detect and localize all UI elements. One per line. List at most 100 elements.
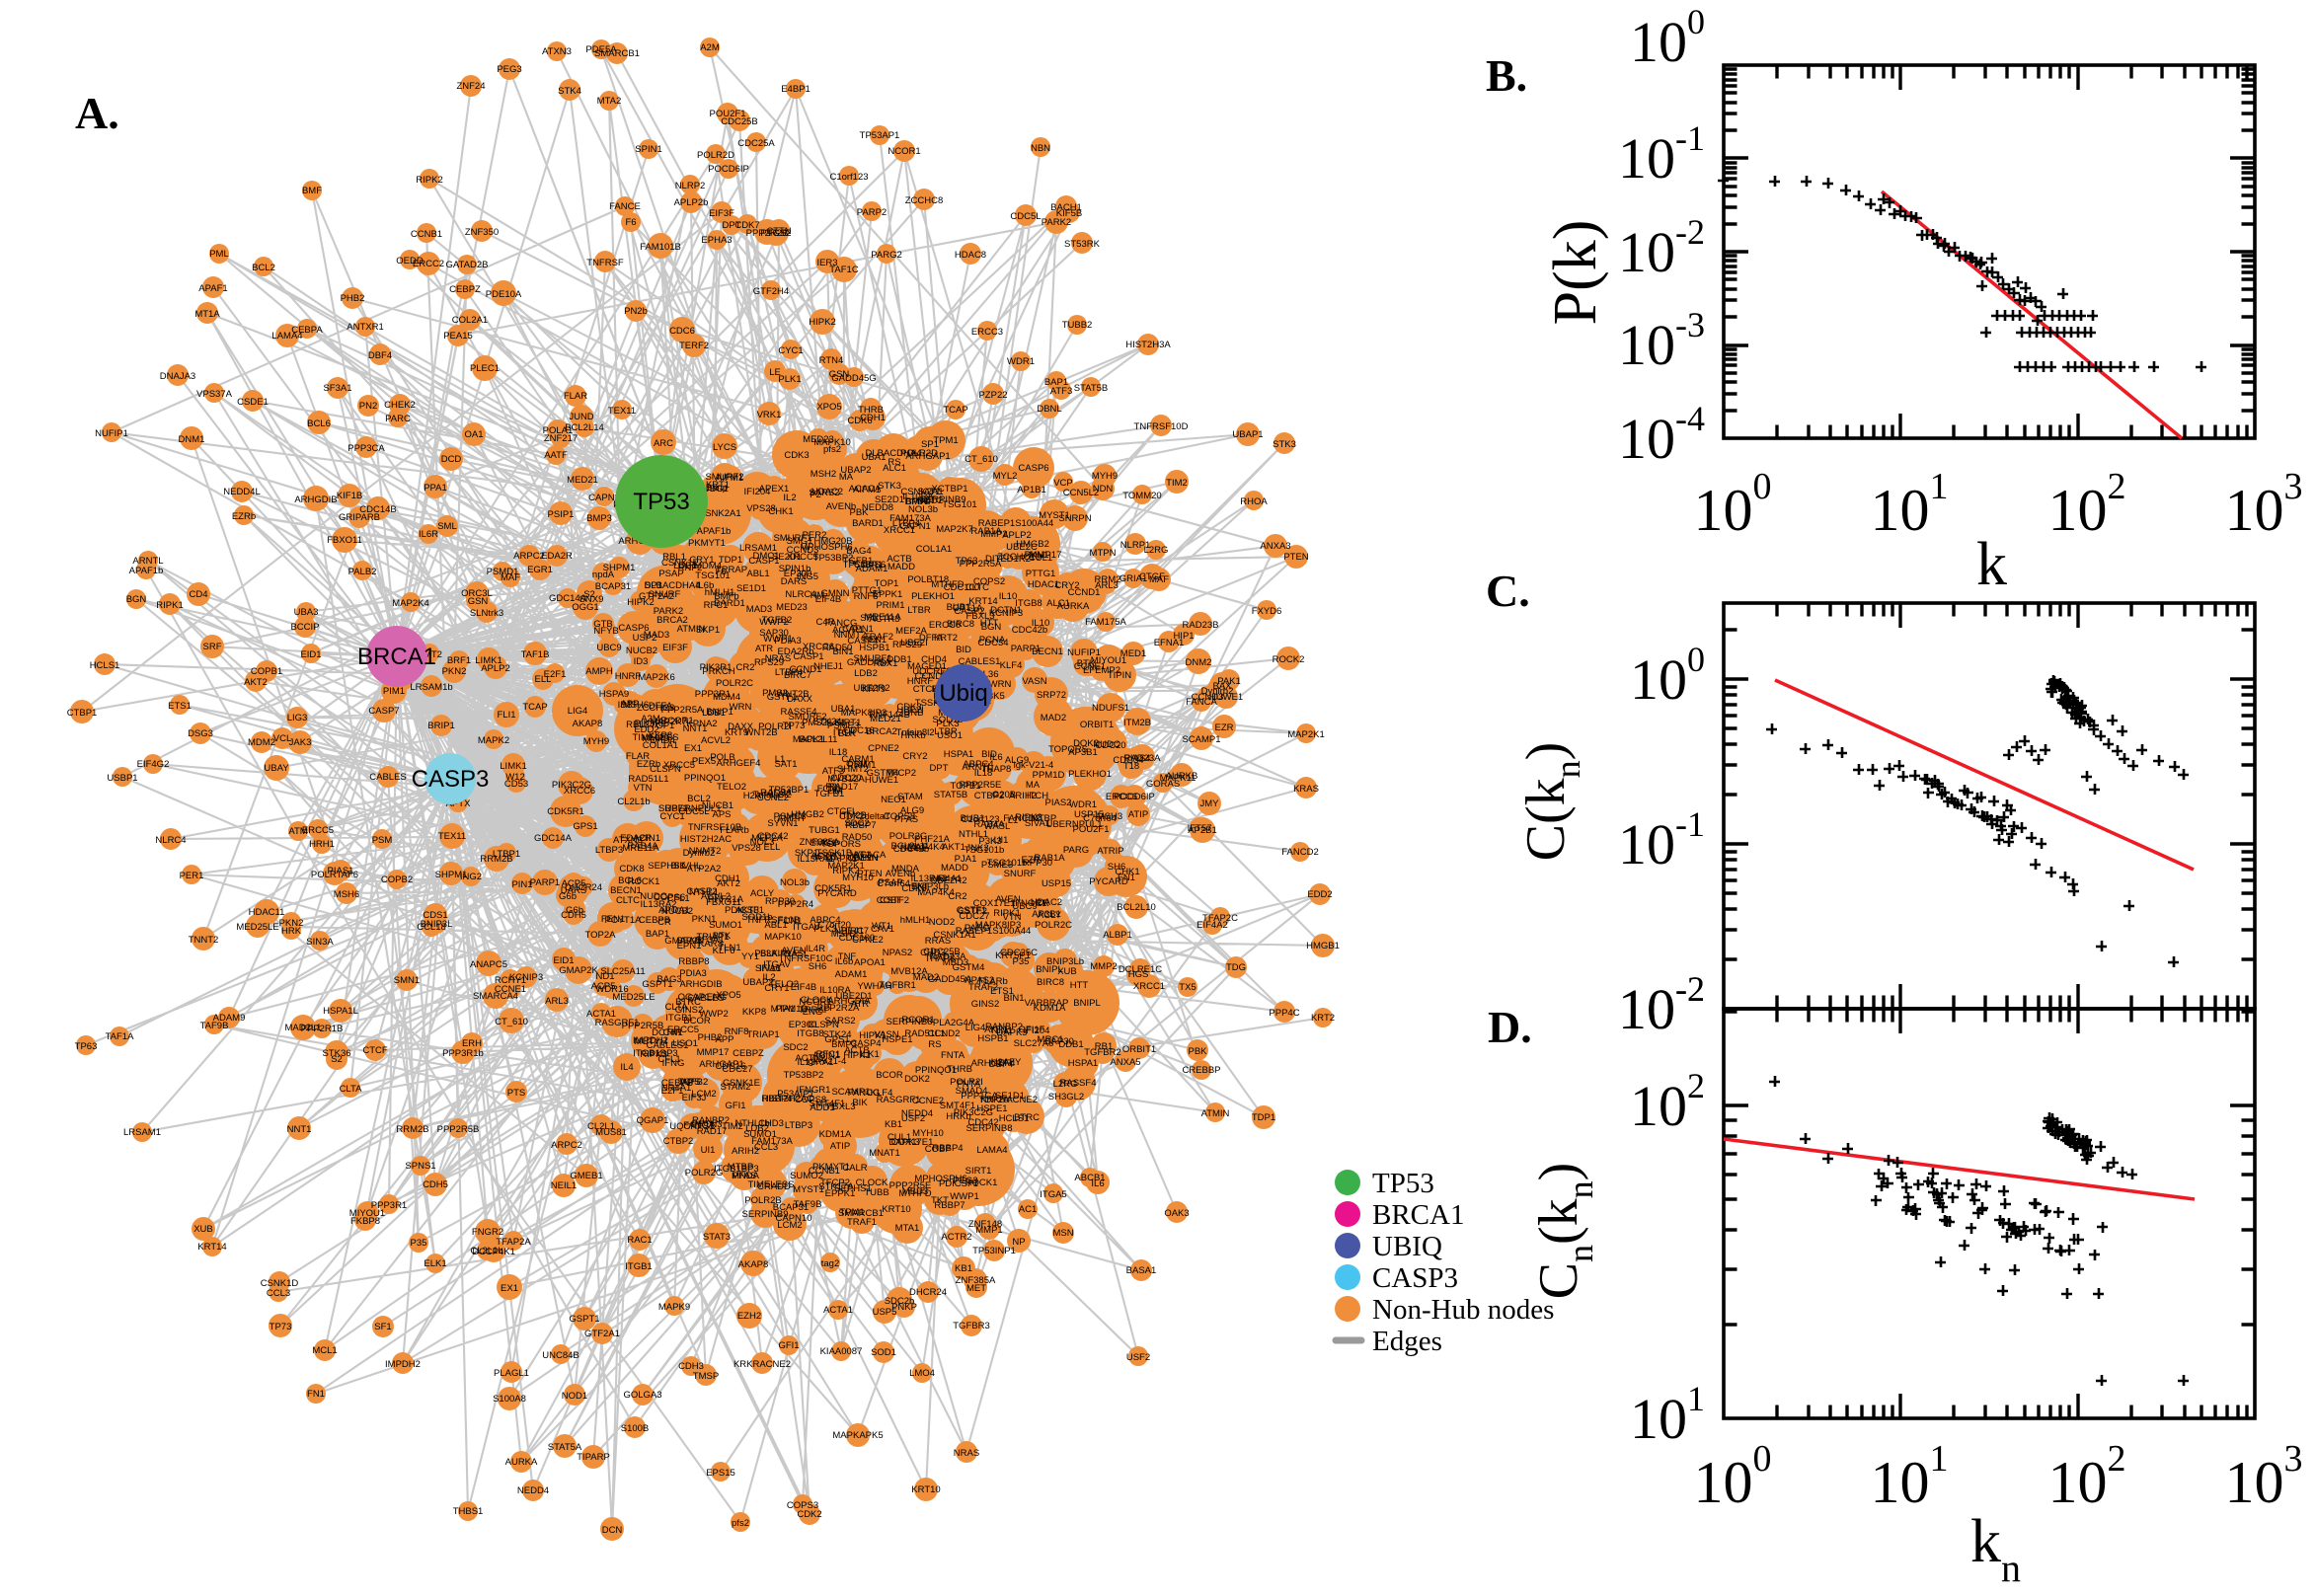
svg-text:MTBP: MTBP [728, 1162, 753, 1173]
svg-text:CDK5R1: CDK5R1 [547, 806, 584, 817]
svg-text:Ubiq: Ubiq [939, 680, 987, 707]
svg-text:TEX11: TEX11 [608, 406, 636, 417]
svg-text:ORBIT1: ORBIT1 [1122, 1044, 1156, 1055]
svg-text:THBS1: THBS1 [453, 1506, 484, 1517]
svg-text:MAPK11: MAPK11 [1160, 773, 1197, 784]
svg-text:ATF3: ATF3 [1050, 386, 1073, 397]
svg-text:GPS1: GPS1 [573, 821, 597, 832]
svg-text:ACLY: ACLY [750, 888, 775, 899]
svg-text:RRM2B: RRM2B [480, 854, 512, 865]
svg-text:PTGS2: PTGS2 [760, 228, 791, 239]
svg-text:BNIPL: BNIPL [1073, 998, 1100, 1009]
svg-text:DCD: DCD [441, 454, 462, 465]
svg-text:ORBIT1: ORBIT1 [1080, 720, 1114, 730]
svg-text:ARL3: ARL3 [545, 996, 569, 1007]
svg-text:IMPDH2: IMPDH2 [385, 1359, 421, 1370]
svg-text:P(k): P(k) [1542, 220, 1609, 326]
svg-text:AURKA: AURKA [505, 1457, 538, 1468]
svg-text:SLC25A11: SLC25A11 [600, 966, 645, 977]
svg-text:PN2: PN2 [359, 401, 377, 412]
svg-text:KRT10: KRT10 [911, 1484, 940, 1495]
svg-text:IFI16: IFI16 [814, 852, 836, 863]
svg-text:DSG3: DSG3 [188, 728, 213, 739]
svg-text:EPS15: EPS15 [706, 1468, 735, 1479]
svg-text:FBXO11: FBXO11 [706, 897, 741, 908]
svg-text:COX17E1: COX17E1 [891, 1137, 934, 1148]
svg-text:USF2: USF2 [901, 1113, 925, 1124]
svg-text:RBL2: RBL2 [626, 720, 650, 730]
svg-text:PYCARD: PYCARD [817, 888, 857, 899]
svg-text:CL2L1: CL2L1 [587, 1121, 615, 1132]
svg-text:MED1: MED1 [1120, 648, 1146, 659]
svg-text:EPHA3: EPHA3 [701, 235, 732, 246]
svg-text:UNC84B: UNC84B [542, 1350, 579, 1361]
svg-text:DHCR24: DHCR24 [909, 1287, 947, 1298]
svg-text:DNAJA3: DNAJA3 [160, 371, 195, 382]
svg-text:PARG: PARG [965, 923, 990, 934]
svg-text:BRIP1: BRIP1 [427, 721, 454, 731]
svg-text:CCL3: CCL3 [267, 1288, 290, 1299]
svg-text:TKT: TKT [931, 1195, 949, 1206]
svg-text:STK4: STK4 [558, 86, 581, 97]
svg-text:DFFA: DFFA [649, 701, 673, 712]
svg-text:BMF: BMF [302, 186, 322, 196]
svg-text:AATF: AATF [544, 450, 568, 461]
svg-text:ERCC3: ERCC3 [971, 327, 1003, 338]
svg-text:PKN2: PKN2 [442, 666, 467, 677]
svg-text:PFAS: PFAS [894, 814, 918, 825]
svg-text:RASGRF1: RASGRF1 [877, 1095, 921, 1105]
svg-text:SIN3A: SIN3A [306, 937, 334, 948]
svg-text:LTBP3: LTBP3 [595, 845, 623, 856]
svg-text:AKAP8: AKAP8 [738, 1259, 769, 1270]
svg-text:PPP3R1: PPP3R1 [695, 689, 731, 700]
svg-text:NDUFS1: NDUFS1 [1092, 703, 1129, 714]
svg-text:TGFBR1: TGFBR1 [879, 980, 915, 991]
svg-text:LRSAM1b: LRSAM1b [410, 682, 452, 693]
svg-text:CTCF: CTCF [362, 1045, 388, 1056]
svg-text:ZNF24: ZNF24 [456, 81, 485, 92]
svg-text:H2AFY: H2AFY [743, 791, 774, 801]
svg-text:SRF: SRF [203, 642, 222, 652]
svg-text:ST53RK: ST53RK [1064, 239, 1101, 250]
svg-text:RRM2B: RRM2B [396, 1124, 428, 1135]
svg-text:SH3GL2: SH3GL2 [1048, 1092, 1084, 1102]
svg-text:CT_610: CT_610 [495, 1017, 528, 1027]
svg-text:WDR1: WDR1 [1007, 356, 1035, 367]
svg-text:COL2A1: COL2A1 [452, 315, 488, 326]
svg-text:LTBP4: LTBP4 [892, 518, 920, 529]
svg-text:CDC42b: CDC42b [893, 844, 929, 855]
svg-text:MAPK9: MAPK9 [658, 1302, 690, 1313]
svg-text:TP53: TP53 [633, 489, 689, 515]
svg-text:CT_610: CT_610 [965, 454, 998, 465]
svg-text:USBP1: USBP1 [107, 773, 137, 784]
svg-text:GMNN: GMNN [849, 853, 878, 864]
svg-text:FXYD6: FXYD6 [1252, 606, 1282, 617]
svg-text:WRN: WRN [730, 702, 752, 713]
svg-text:AIFM1: AIFM1 [853, 485, 881, 495]
svg-text:PLEC1: PLEC1 [470, 363, 500, 374]
svg-text:MNAT1: MNAT1 [869, 1148, 900, 1159]
svg-text:ATIP: ATIP [830, 1141, 850, 1152]
svg-text:PSAP: PSAP [658, 569, 683, 579]
svg-text:EZR: EZR [1215, 722, 1234, 733]
svg-text:NRAS: NRAS [954, 1448, 979, 1459]
svg-text:ITCH: ITCH [1027, 791, 1048, 801]
svg-text:E4BP1: E4BP1 [781, 84, 811, 95]
svg-text:RBBP4: RBBP4 [932, 1143, 963, 1154]
svg-text:RIPK1: RIPK1 [156, 600, 183, 611]
svg-text:PIK3C2G: PIK3C2G [954, 1107, 993, 1118]
svg-text:CRY1: CRY1 [689, 555, 714, 566]
svg-text:TFCP2: TFCP2 [820, 1178, 850, 1188]
svg-text:ERCC6: ERCC6 [1106, 792, 1137, 802]
svg-text:UBAY: UBAY [264, 763, 289, 774]
svg-text:PARG2: PARG2 [871, 250, 902, 261]
svg-text:BRCA1: BRCA1 [1372, 1199, 1464, 1231]
svg-text:MDM2: MDM2 [248, 737, 275, 748]
svg-text:LIG3: LIG3 [287, 713, 308, 723]
svg-text:hMLH1: hMLH1 [900, 915, 931, 926]
svg-text:PTEN: PTEN [1283, 552, 1308, 563]
svg-text:MYH10: MYH10 [842, 873, 874, 883]
svg-text:POCD6IP: POCD6IP [708, 164, 749, 175]
svg-text:NEDD4: NEDD4 [517, 1485, 549, 1496]
svg-text:BUB1: BUB1 [947, 602, 971, 613]
